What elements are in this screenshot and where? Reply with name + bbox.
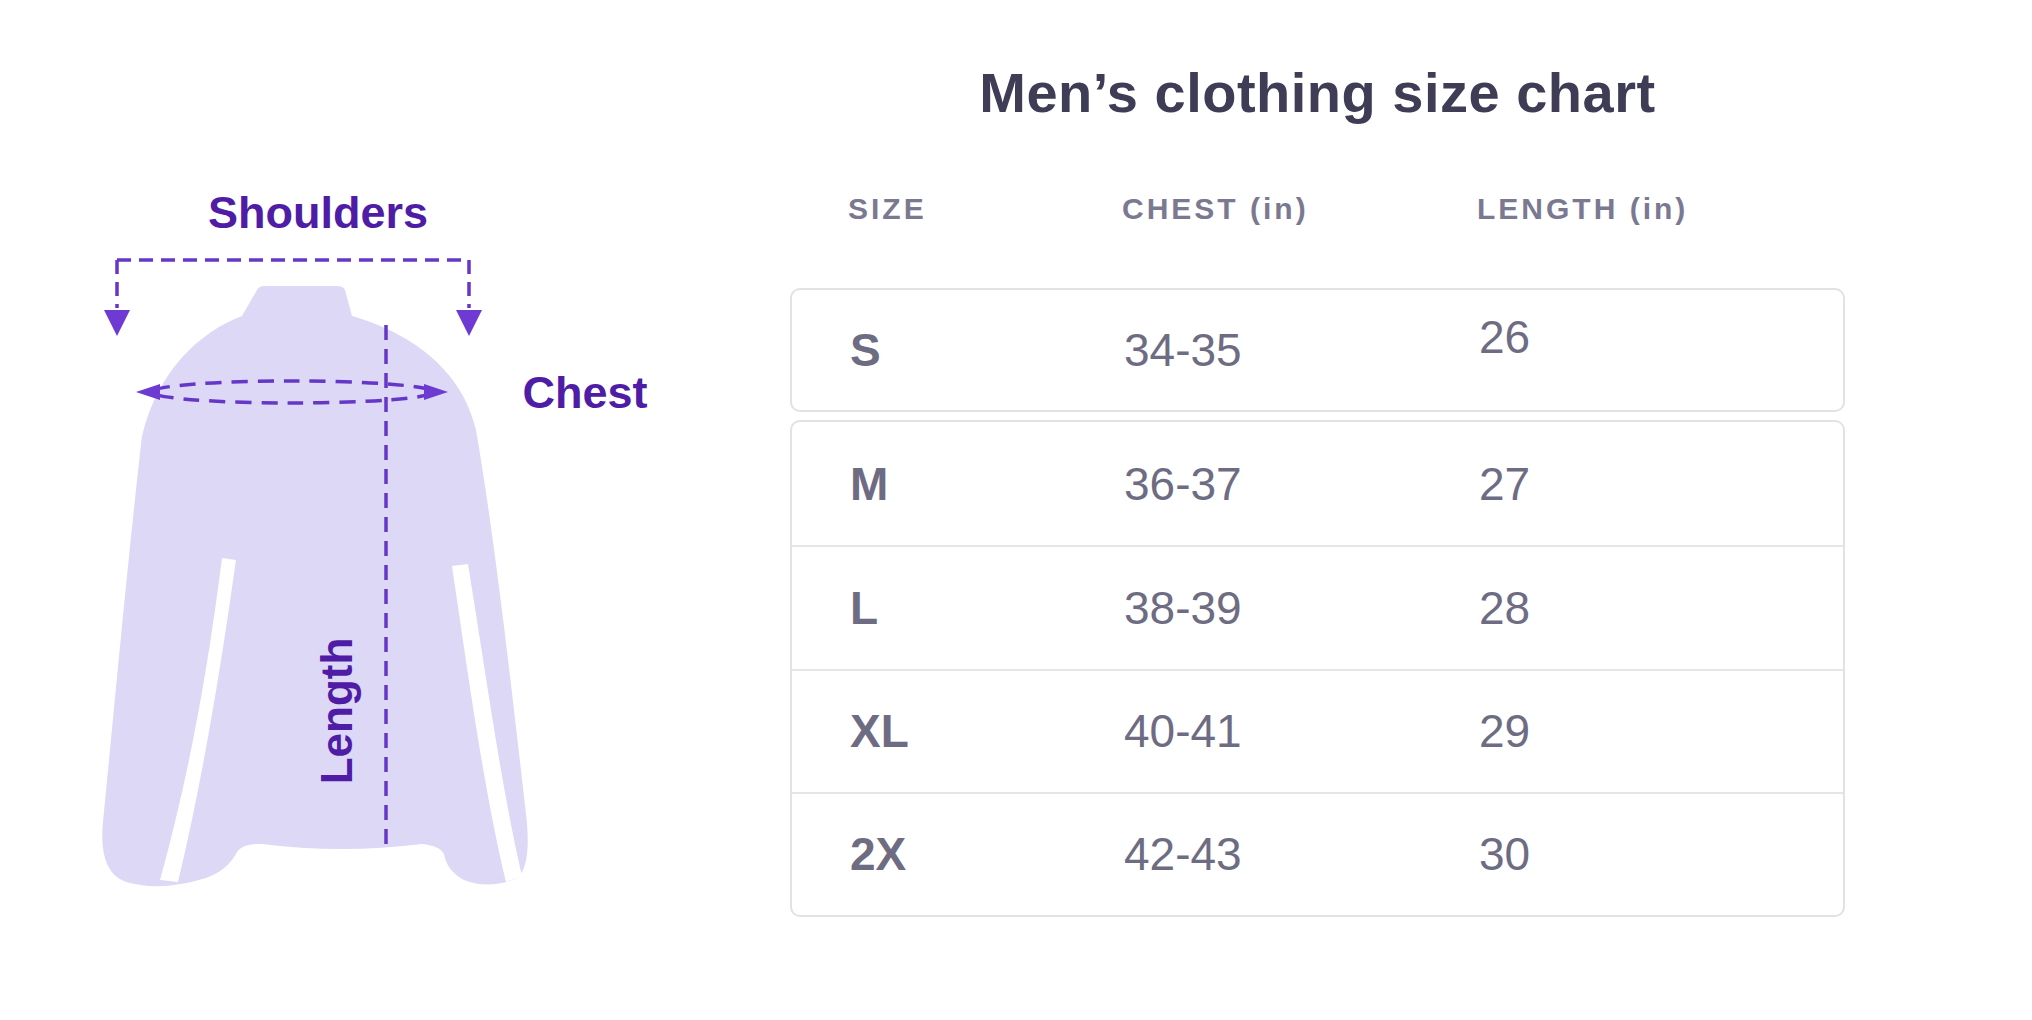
arrow-down-left bbox=[104, 310, 130, 336]
size-value: L bbox=[850, 581, 1124, 635]
shoulders-label: Shoulders bbox=[208, 187, 428, 238]
size-value: 2X bbox=[850, 827, 1124, 881]
table-row-card-s: S 34-35 26 bbox=[790, 288, 1845, 412]
length-value: 29 bbox=[1479, 704, 1843, 758]
chest-label: Chest bbox=[522, 367, 647, 418]
table-row: S 34-35 26 bbox=[792, 290, 1843, 410]
column-header-length: LENGTH (in) bbox=[1477, 192, 1845, 226]
column-header-size: SIZE bbox=[848, 192, 1122, 226]
table-rows-card: M 36-37 27 L 38-39 28 XL 40-41 29 2X 42-… bbox=[790, 420, 1845, 917]
length-label: Length bbox=[312, 638, 361, 785]
chest-value: 34-35 bbox=[1124, 323, 1479, 377]
table-row: M 36-37 27 bbox=[792, 422, 1843, 545]
table-row: 2X 42-43 30 bbox=[792, 792, 1843, 915]
length-value: 28 bbox=[1479, 581, 1843, 635]
length-value: 26 bbox=[1479, 310, 1843, 364]
chest-value: 38-39 bbox=[1124, 581, 1479, 635]
chest-value: 40-41 bbox=[1124, 704, 1479, 758]
chest-value: 42-43 bbox=[1124, 827, 1479, 881]
length-value: 30 bbox=[1479, 827, 1843, 881]
length-value: 27 bbox=[1479, 457, 1843, 511]
size-value: XL bbox=[850, 704, 1124, 758]
size-value: S bbox=[850, 323, 1124, 377]
table-row: XL 40-41 29 bbox=[792, 669, 1843, 792]
page-title: Men’s clothing size chart bbox=[790, 60, 1845, 125]
table-header-row: SIZE CHEST (in) LENGTH (in) bbox=[790, 192, 1845, 226]
table-row: L 38-39 28 bbox=[792, 545, 1843, 668]
chest-value: 36-37 bbox=[1124, 457, 1479, 511]
shirt-silhouette bbox=[102, 286, 527, 886]
column-header-chest: CHEST (in) bbox=[1122, 192, 1477, 226]
arrow-down-right bbox=[456, 310, 482, 336]
size-chart-panel: Men’s clothing size chart SIZE CHEST (in… bbox=[790, 0, 1845, 1020]
shirt-measurement-diagram: Shoulders Chest Length bbox=[40, 140, 740, 940]
size-value: M bbox=[850, 457, 1124, 511]
